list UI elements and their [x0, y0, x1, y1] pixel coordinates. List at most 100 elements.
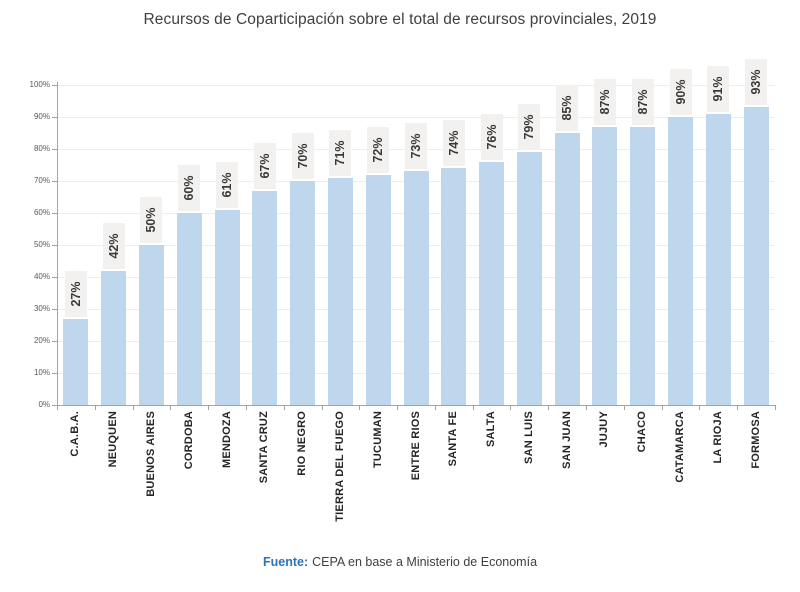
bar [441, 168, 467, 405]
bar-value-label: 73% [405, 123, 427, 170]
x-axis-tick-mark [434, 405, 436, 410]
x-axis-tick-mark [57, 405, 58, 410]
source-text: CEPA en base a Ministerio de Economía [312, 555, 538, 569]
y-axis-tick-label: 40% [33, 272, 50, 281]
x-axis-category-label: LA RIOJA [711, 411, 724, 464]
chart-title: Recursos de Coparticipación sobre el tot… [143, 11, 657, 28]
bar [668, 117, 694, 405]
y-axis-tick-label: 90% [33, 112, 50, 121]
x-axis-tick-mark [94, 405, 96, 410]
bar [705, 113, 731, 405]
y-axis-tick-label: 70% [33, 176, 50, 185]
bar [554, 133, 580, 405]
bar [743, 107, 769, 405]
bar-value-label: 27% [64, 270, 87, 317]
source-label: Fuente: [262, 555, 309, 569]
x-axis-tick-mark [283, 405, 285, 410]
bar-value-label: 90% [669, 69, 692, 115]
bar-value-label: 70% [291, 133, 314, 179]
x-axis-tick-mark [132, 405, 134, 410]
gridline [57, 117, 775, 118]
x-axis-category-label: JUJUY [598, 411, 611, 448]
y-axis-tick-mark [52, 341, 57, 342]
x-axis-category-label: TIERRA DEL FUEGO [333, 411, 346, 522]
bar [214, 209, 240, 405]
bar [403, 171, 429, 405]
bar-value-label: 42% [102, 222, 125, 269]
x-axis-tick-mark [359, 405, 361, 410]
y-axis-tick-mark [52, 213, 57, 214]
bar [630, 126, 656, 405]
x-axis-category-label: BUENOS AIRES [144, 411, 157, 497]
x-axis-category-label: SAN JUAN [560, 411, 573, 469]
y-axis-tick-label: 50% [33, 240, 50, 249]
y-axis-tick-label: 20% [33, 336, 50, 345]
x-axis-line [57, 405, 776, 406]
bar-value-label: 61% [216, 161, 239, 208]
y-axis-tick-mark [52, 85, 57, 86]
bar [176, 213, 202, 405]
bar-value-label: 50% [140, 197, 163, 243]
x-axis-tick-mark [699, 405, 701, 410]
bar-value-label: 67% [253, 142, 276, 189]
x-axis-category-label: SAN LUIS [522, 411, 535, 464]
x-axis-tick-mark [775, 405, 776, 410]
bar-value-label: 85% [556, 85, 579, 131]
x-axis-category-label: CHACO [636, 411, 649, 453]
y-axis-tick-mark [52, 149, 57, 150]
x-axis-category-label: MENDOZA [220, 411, 233, 469]
y-axis-tick-mark [52, 117, 57, 118]
y-axis-tick-mark [52, 405, 57, 406]
bar [101, 270, 127, 405]
x-axis-category-label: RIO NEGRO [296, 411, 309, 476]
x-axis-category-label: CATAMARCA [674, 411, 687, 483]
y-axis-tick-mark [52, 309, 57, 310]
x-axis-tick-mark [321, 405, 323, 410]
bar [327, 177, 353, 405]
y-axis-tick-mark [52, 277, 57, 278]
x-axis-tick-mark [397, 405, 399, 410]
x-axis-category-label: TUCUMAN [371, 411, 384, 469]
bar-value-label: 71% [329, 129, 352, 176]
bar [138, 245, 164, 405]
y-axis-line [57, 82, 58, 405]
y-axis-tick-label: 0% [38, 400, 50, 409]
x-axis-category-label: SANTA FE [447, 411, 460, 467]
x-axis-tick-mark [472, 405, 474, 410]
bar [592, 126, 618, 405]
y-axis-tick-label: 30% [33, 304, 50, 313]
x-axis-tick-mark [586, 405, 588, 410]
bar [290, 181, 316, 405]
y-axis-tick-mark [52, 181, 57, 182]
bar-value-label: 79% [518, 104, 541, 151]
x-axis-tick-mark [623, 405, 625, 410]
x-axis-category-label: SANTA CRUZ [258, 411, 271, 484]
x-axis-category-label: SALTA [485, 411, 498, 448]
x-axis-tick-mark [548, 405, 550, 410]
bar-value-label: 93% [745, 59, 768, 106]
x-axis-tick-mark [737, 405, 739, 410]
bar-value-label: 60% [178, 165, 201, 211]
bar [63, 318, 89, 405]
bar [252, 190, 278, 405]
x-axis-category-label: NEUQUEN [107, 411, 120, 468]
bar [365, 174, 391, 405]
x-axis-category-label: CORDOBA [182, 411, 195, 470]
x-axis-tick-mark [170, 405, 172, 410]
y-axis-tick-mark [52, 373, 57, 374]
x-axis-tick-mark [661, 405, 663, 410]
x-axis-tick-mark [245, 405, 247, 410]
x-axis-category-label: C.A.B.A. [69, 411, 82, 457]
source-note: Fuente: CEPA en base a Ministerio de Econ… [0, 555, 800, 569]
gridline [57, 85, 775, 86]
x-axis-category-label: FORMOSA [749, 411, 762, 469]
x-axis-tick-mark [510, 405, 512, 410]
bar [479, 161, 505, 405]
y-axis-tick-label: 80% [33, 144, 50, 153]
bar-value-label: 72% [367, 126, 390, 173]
bar [516, 152, 542, 405]
y-axis-tick-label: 100% [29, 80, 50, 89]
bar-value-label: 87% [631, 78, 654, 125]
x-axis-category-label: ENTRE RIOS [409, 411, 422, 481]
